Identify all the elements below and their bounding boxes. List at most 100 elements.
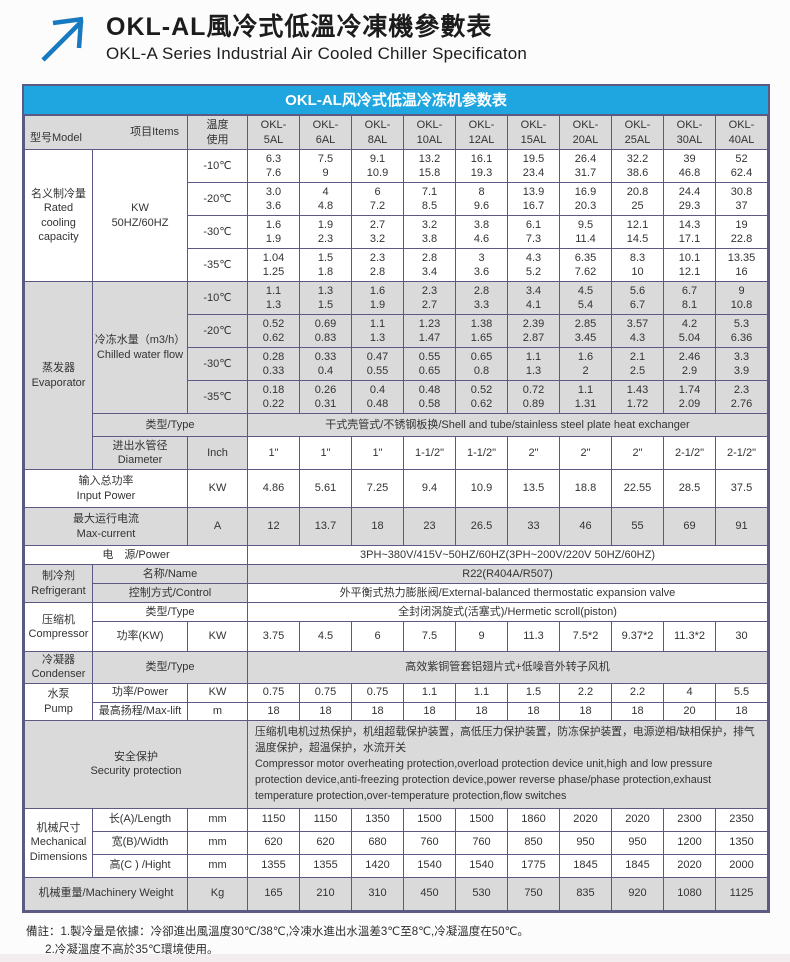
value-cell: 18: [299, 701, 352, 721]
value-cell: 1-1/2": [455, 436, 508, 470]
value-cell: 450: [403, 876, 456, 911]
value-cell: 26.4 31.7: [559, 149, 612, 183]
value-cell: 8 9.6: [455, 182, 508, 216]
value-cell: 11.3*2: [663, 621, 716, 652]
value-cell: 3.4 4.1: [507, 281, 560, 315]
model-cell: OKL- 20AL: [559, 115, 612, 150]
label-cell: 冷冻水量（m3/h） Chilled water flow: [92, 281, 188, 414]
value-cell: 18: [247, 701, 300, 721]
value-cell: 69: [663, 507, 716, 546]
value-cell: 1.38 1.65: [455, 314, 508, 348]
value-cell: 11.3: [507, 621, 560, 652]
temp-cell: -35℃: [187, 380, 248, 414]
model-cell: OKL- 30AL: [663, 115, 716, 150]
label-cell: 最高扬程/Max-lift: [92, 701, 188, 721]
label-cell: 功率/Power: [92, 682, 188, 703]
spec-table-wrapper: OKL-AL风冷式低温冷冻机参数表 型号Model 项目Items 温度 使用 OKL…: [22, 84, 770, 913]
label-cell: 长(A)/Length: [92, 807, 188, 832]
value-cell: 2000: [715, 853, 768, 878]
value-cell: 1.1 1.3: [351, 314, 404, 348]
value-cell: 4.5: [299, 621, 352, 652]
value-cell: 2020: [611, 807, 664, 832]
value-cell: 1.1: [455, 682, 508, 703]
value-cell: 760: [403, 830, 456, 855]
value-cell: 1355: [247, 853, 300, 878]
temp-cell: -30℃: [187, 215, 248, 249]
value-cell: 10.9: [455, 469, 508, 508]
span-cell: 高效紫铜管套铝翅片式+低噪音外转子风机: [247, 651, 768, 684]
label-cell: 类型/Type: [92, 651, 248, 684]
span-cell: 全封闭涡旋式(活塞式)/Hermetic scroll(piston): [247, 602, 768, 622]
label-cell: 宽(B)/Width: [92, 830, 188, 855]
value-cell: 13.7: [299, 507, 352, 546]
value-cell: 5.61: [299, 469, 352, 508]
value-cell: 620: [299, 830, 352, 855]
value-cell: 6: [351, 621, 404, 652]
value-cell: 91: [715, 507, 768, 546]
model-cell: OKL- 12AL: [455, 115, 508, 150]
value-cell: 30: [715, 621, 768, 652]
value-cell: 13.2 15.8: [403, 149, 456, 183]
value-cell: 1080: [663, 876, 716, 911]
value-cell: 1860: [507, 807, 560, 832]
value-cell: 6.35 7.62: [559, 248, 612, 282]
temp-cell: -10℃: [187, 281, 248, 315]
value-cell: 5.3 6.36: [715, 314, 768, 348]
value-cell: 1.1 1.31: [559, 380, 612, 414]
page-subtitle: OKL-A Series Industrial Air Cooled Chill…: [106, 44, 528, 64]
value-cell: 1.1 1.3: [247, 281, 300, 315]
unit-cell: A: [187, 507, 248, 546]
value-cell: 30.8 37: [715, 182, 768, 216]
value-cell: 2300: [663, 807, 716, 832]
value-cell: 0.48 0.58: [403, 380, 456, 414]
value-cell: 4: [663, 682, 716, 703]
value-cell: 1420: [351, 853, 404, 878]
value-cell: 13.5: [507, 469, 560, 508]
label-cell: 控制方式/Control: [92, 583, 248, 603]
value-cell: 18: [351, 701, 404, 721]
label-cell: 冷凝器 Condenser: [24, 651, 93, 684]
value-cell: 1350: [715, 830, 768, 855]
label-cell: 制冷剂 Refrigerant: [24, 564, 93, 603]
unit-cell: mm: [187, 830, 248, 855]
label-cell: 水泵 Pump: [24, 682, 93, 721]
unit-cell: mm: [187, 853, 248, 878]
value-cell: 14.3 17.1: [663, 215, 716, 249]
value-cell: 0.28 0.33: [247, 347, 300, 381]
value-cell: 2": [559, 436, 612, 470]
value-cell: 1845: [611, 853, 664, 878]
value-cell: 1.9 2.3: [299, 215, 352, 249]
value-cell: 9 10.8: [715, 281, 768, 315]
value-cell: 2.85 3.45: [559, 314, 612, 348]
temp-cell: -20℃: [187, 182, 248, 216]
value-cell: 3.8 4.6: [455, 215, 508, 249]
value-cell: 6.7 8.1: [663, 281, 716, 315]
model-cell: OKL- 15AL: [507, 115, 560, 150]
unit-cell: m: [187, 701, 248, 721]
value-cell: 1845: [559, 853, 612, 878]
value-cell: 9.4: [403, 469, 456, 508]
value-cell: 2.8 3.4: [403, 248, 456, 282]
value-cell: 1": [299, 436, 352, 470]
model-cell: OKL- 5AL: [247, 115, 300, 150]
value-cell: 2020: [559, 807, 612, 832]
value-cell: 6.3 7.6: [247, 149, 300, 183]
value-cell: 18: [403, 701, 456, 721]
value-cell: 5.5: [715, 682, 768, 703]
span-cell: 干式壳管式/不锈钢板换/Shell and tube/stainless ste…: [247, 413, 768, 437]
value-cell: 2.3 2.8: [351, 248, 404, 282]
secu-cell: 压缩机电机过热保护，机组超载保护装置，高低压力保护装置，防冻保护装置，电源逆相/…: [247, 719, 768, 809]
value-cell: 1.1 1.3: [507, 347, 560, 381]
document-header: OKL-AL風冷式低溫冷凍機參數表 OKL-A Series Industria…: [0, 0, 790, 80]
value-cell: 18: [611, 701, 664, 721]
label-cell: 名称/Name: [92, 564, 248, 584]
value-cell: 20.8 25: [611, 182, 664, 216]
model-cell: OKL- 8AL: [351, 115, 404, 150]
value-cell: 26.5: [455, 507, 508, 546]
value-cell: 8.3 10: [611, 248, 664, 282]
model-cell: OKL- 40AL: [715, 115, 768, 150]
model-axis-label: 型号Model: [30, 131, 82, 144]
label-cell: 压缩机 Compressor: [24, 602, 93, 652]
value-cell: 1125: [715, 876, 768, 911]
value-cell: 18: [715, 701, 768, 721]
